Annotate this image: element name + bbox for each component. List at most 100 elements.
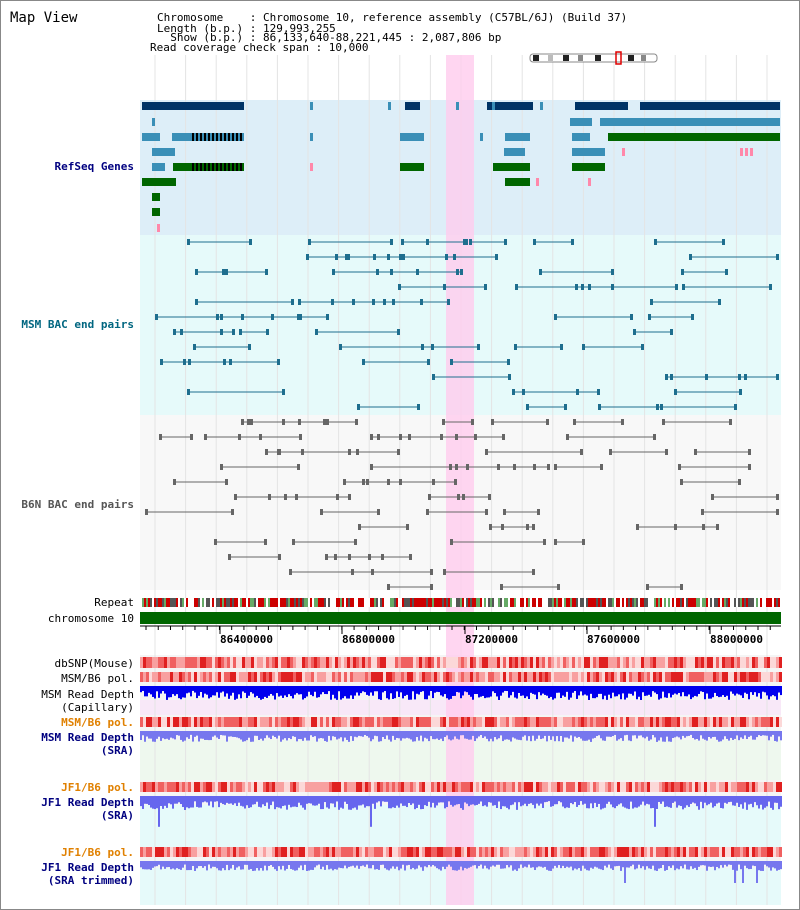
msm-pol-cell <box>665 672 668 682</box>
msm-depth-sra-bar <box>372 731 374 740</box>
msm-bac-pair-end <box>193 344 196 350</box>
repeat-element <box>608 598 610 607</box>
jf1-depth-sra-bar <box>354 796 356 808</box>
msm-depth-sra-bar <box>396 731 398 738</box>
repeat-element <box>182 598 184 607</box>
jf1-depth-trimmed-bar <box>228 861 230 871</box>
msm-pol-cell <box>308 672 311 682</box>
msm-pol-sra-cell <box>650 717 653 727</box>
msm-depth-sra-bar <box>676 731 678 737</box>
ideogram-band <box>563 55 569 61</box>
msm-bac-pair-end <box>515 284 518 290</box>
jf1-depth-trimmed-bar <box>378 861 380 870</box>
dbsnp-density-cell <box>230 657 233 668</box>
repeat-element <box>556 598 558 607</box>
gene-exon <box>232 163 234 171</box>
msm-pol-sra-cell <box>779 717 782 727</box>
repeat-element <box>610 598 612 607</box>
b6n-bac-pair-end <box>326 419 329 425</box>
repeat-element <box>372 598 374 607</box>
jf1-pol-trimmed-cell <box>419 847 422 857</box>
msm-pol-sra-cell <box>731 717 734 727</box>
msm-depth-sra-bar <box>198 731 200 742</box>
jf1-pol-trimmed-cell <box>200 847 203 857</box>
msm-depth-capillary-bar <box>434 686 436 693</box>
jf1-pol-cell <box>731 782 734 792</box>
msm-depth-capillary-bar <box>756 686 758 697</box>
msm-depth-capillary-bar <box>358 686 360 696</box>
msm-pol-cell <box>419 672 422 682</box>
jf1-depth-sra-bar <box>632 796 634 809</box>
b6n-bac-end-pairs-label[interactable]: B6N BAC end pairs <box>21 498 134 511</box>
dbsnp-density-cell <box>461 657 464 668</box>
msm-depth-capillary-bar <box>232 686 234 693</box>
msm-bac-pair-end <box>598 404 601 410</box>
msm-depth-capillary-bar <box>678 686 680 693</box>
refseq-genes-label[interactable]: RefSeq Genes <box>54 160 134 173</box>
jf1-pol-trimmed-cell <box>494 847 497 857</box>
jf1-depth-trimmed-bar <box>418 861 420 866</box>
msm-pol-cell <box>347 672 350 682</box>
b6n-bac-pair-end <box>546 419 549 425</box>
jf1-depth-trimmed-bar <box>376 861 378 870</box>
b6n-bac-pair-end <box>646 584 649 590</box>
dbsnp-density-cell <box>473 657 476 668</box>
msm-depth-capillary-bar <box>666 686 668 698</box>
msm-pol-sra-cell <box>332 717 335 727</box>
msm-depth-capillary-bar <box>418 686 420 695</box>
msm-pol-sra-cell <box>164 717 167 727</box>
jf1-depth-trimmed-bar <box>180 861 182 870</box>
jf1-depth-trimmed-bar <box>172 861 174 869</box>
jf1-pol-trimmed-cell <box>563 847 566 857</box>
jf1-pol-cell <box>419 782 422 792</box>
msm-depth-capillary-bar <box>360 686 362 694</box>
b6n-bac-pair-end <box>500 584 503 590</box>
jf1-depth-trimmed-bar <box>174 861 176 870</box>
msm-depth-capillary-bar <box>658 686 660 700</box>
msm-bac-end-pairs-label[interactable]: MSM BAC end pairs <box>21 318 134 331</box>
msm-pol-cell <box>509 672 512 682</box>
jf1-depth-sra-bar <box>530 796 532 804</box>
repeat-element <box>682 598 684 607</box>
jf1-pol-cell <box>302 782 305 792</box>
jf1-depth-sra-bar <box>612 796 614 808</box>
msm-depth-sra-bar <box>512 731 514 738</box>
msm-pol-sra-cell <box>635 717 638 727</box>
msm-depth-capillary-bar <box>504 686 506 691</box>
jf1-pol-trimmed-cell <box>728 847 731 857</box>
dbsnp-density-cell <box>449 657 452 668</box>
jf1-depth-trimmed-bar <box>508 861 510 868</box>
dbsnp-density-cell <box>419 657 422 668</box>
jf1-depth-sra-bar <box>330 796 332 804</box>
msm-pol-cell <box>779 672 782 682</box>
msm-depth-sra-bar <box>428 731 430 742</box>
msm-pol-sra-cell <box>401 717 404 727</box>
msm-depth-sra-bar <box>680 731 682 740</box>
dbsnp-density-cell <box>713 657 716 668</box>
msm-pol-sra-cell <box>725 717 728 727</box>
msm-depth-capillary-bar <box>564 686 566 697</box>
jf1-pol-cell <box>269 782 272 792</box>
jf1-pol-cell <box>176 782 179 792</box>
jf1-depth-trimmed-bar <box>746 861 748 869</box>
dbsnp-density-cell <box>410 657 413 668</box>
jf1-depth-trimmed-bar <box>358 861 360 869</box>
msm-bac-pair-end <box>447 299 450 305</box>
msm-depth-sra-bar <box>218 731 220 739</box>
jf1-depth-sra-bar <box>552 796 554 807</box>
jf1-pol-label: JF1/B6 pol. <box>61 781 134 794</box>
msm-pol-cell <box>734 672 737 682</box>
repeat-element <box>520 598 522 607</box>
jf1-depth-trimmed-bar <box>606 861 608 868</box>
jf1-pol-cell <box>572 782 575 792</box>
jf1-pol-cell <box>293 782 296 792</box>
jf1-depth-trimmed-bar <box>246 861 248 865</box>
jf1-pol-cell <box>263 782 266 792</box>
gene-exon <box>220 133 222 141</box>
jf1-pol-cell <box>767 782 770 792</box>
msm-depth-sra-bar <box>646 731 648 737</box>
msm-pol-sra-cell <box>764 717 767 727</box>
repeat-element <box>598 598 600 607</box>
msm-pol-cell <box>545 672 548 682</box>
